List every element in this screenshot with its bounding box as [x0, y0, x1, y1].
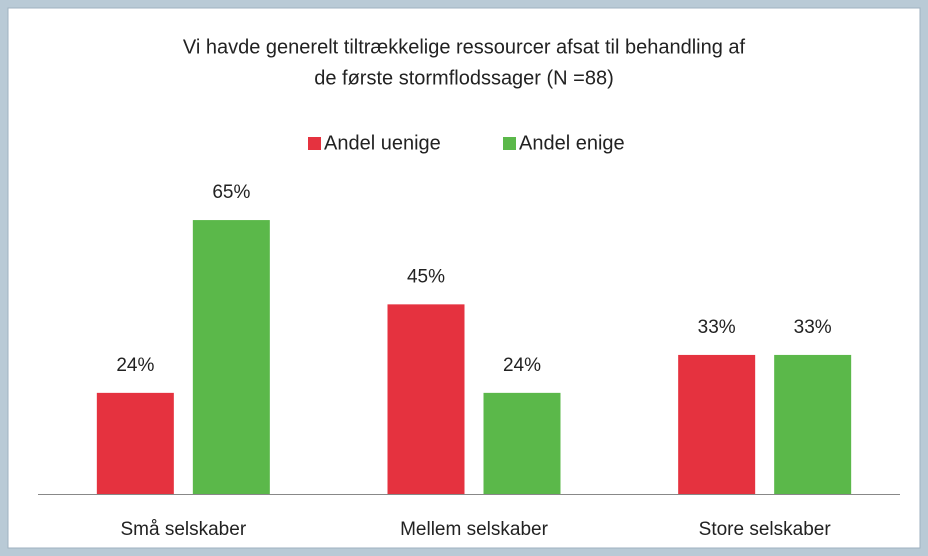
x-tick-label: Mellem selskaber [400, 519, 548, 540]
data-label: 33% [698, 317, 736, 338]
x-tick-label: Små selskaber [120, 519, 246, 540]
data-label: 65% [212, 182, 250, 203]
bar [774, 354, 852, 494]
bar [387, 304, 465, 494]
legend-label: Andel enige [519, 132, 625, 154]
x-tick-label: Store selskaber [699, 519, 832, 540]
chart-title: de første stormflodssager (N =88) [314, 67, 614, 89]
chart-title: Vi havde generelt tiltrækkelige ressourc… [183, 36, 746, 58]
legend-swatch [503, 137, 516, 150]
bar [678, 354, 756, 494]
data-label: 24% [116, 355, 154, 376]
data-label: 45% [407, 266, 445, 287]
bar [192, 220, 270, 495]
data-label: 33% [794, 317, 832, 338]
data-label: 24% [503, 355, 541, 376]
legend-label: Andel uenige [324, 132, 441, 154]
legend-swatch [308, 137, 321, 150]
bar [483, 392, 561, 494]
bar [96, 392, 174, 494]
